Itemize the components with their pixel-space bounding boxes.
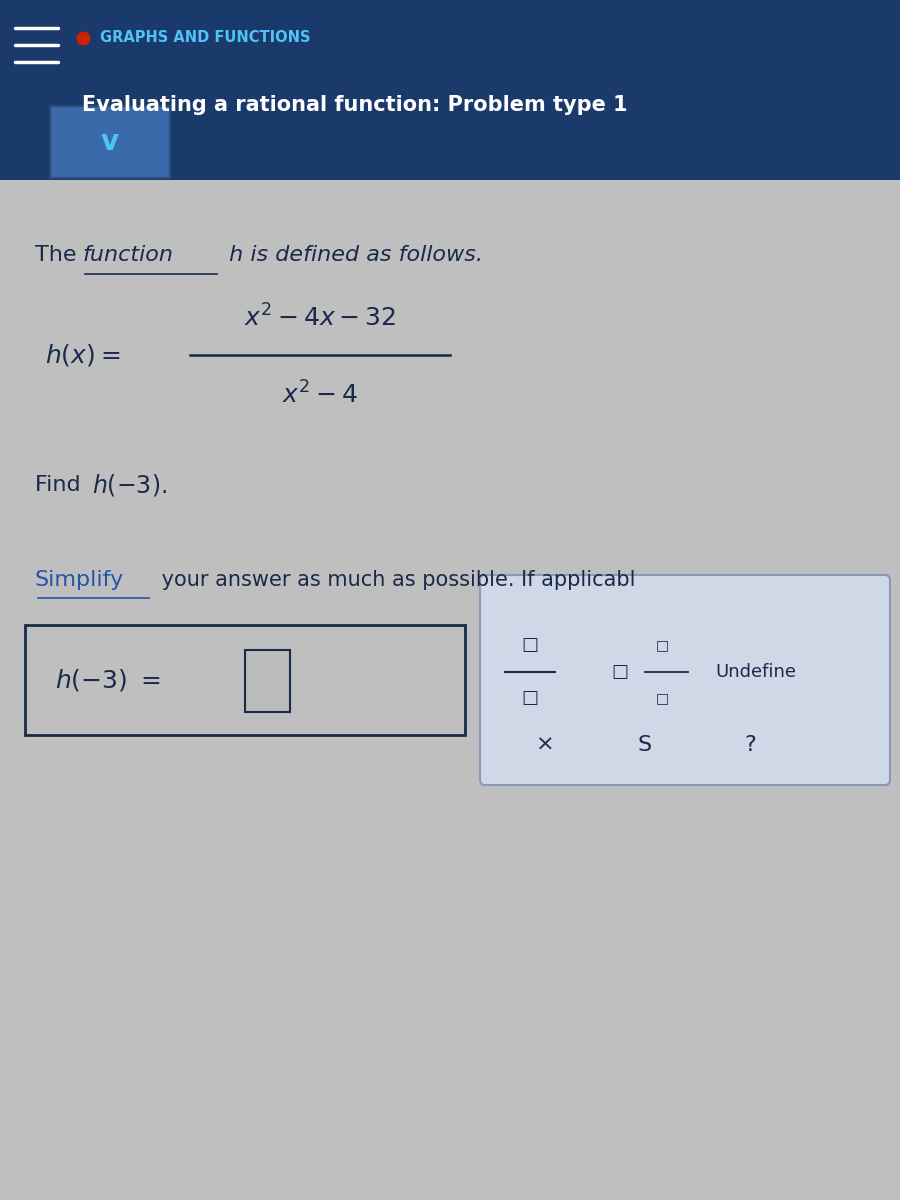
FancyBboxPatch shape (480, 575, 890, 785)
Text: function: function (82, 245, 173, 265)
Text: □: □ (655, 638, 669, 652)
Text: $h(x) =$: $h(x) =$ (45, 342, 120, 368)
Text: □: □ (611, 662, 628, 680)
Text: Undefine: Undefine (715, 662, 796, 680)
FancyBboxPatch shape (0, 180, 900, 1200)
FancyBboxPatch shape (0, 0, 900, 180)
Text: □: □ (521, 636, 538, 654)
Text: Evaluating a rational function: Problem type 1: Evaluating a rational function: Problem … (82, 95, 627, 115)
FancyBboxPatch shape (25, 625, 465, 734)
Text: your answer as much as possible. If applicabl: your answer as much as possible. If appl… (155, 570, 635, 590)
Text: $h(-3).$: $h(-3).$ (92, 472, 167, 498)
Text: $x^2-4$: $x^2-4$ (283, 382, 358, 408)
Text: $x^2-4x-32$: $x^2-4x-32$ (244, 305, 396, 331)
Text: ?: ? (744, 734, 756, 755)
Text: h is defined as follows.: h is defined as follows. (222, 245, 483, 265)
Text: Simplify: Simplify (35, 570, 124, 590)
Text: □: □ (521, 689, 538, 707)
Text: v: v (101, 128, 119, 156)
FancyBboxPatch shape (245, 650, 290, 712)
Text: $h(-3)\ =$: $h(-3)\ =$ (55, 667, 160, 692)
Text: □: □ (655, 691, 669, 706)
Text: GRAPHS AND FUNCTIONS: GRAPHS AND FUNCTIONS (100, 30, 310, 46)
Text: Find: Find (35, 475, 88, 494)
Text: ×: × (536, 734, 554, 755)
Text: The: The (35, 245, 84, 265)
Text: S: S (638, 734, 652, 755)
FancyBboxPatch shape (50, 106, 170, 178)
